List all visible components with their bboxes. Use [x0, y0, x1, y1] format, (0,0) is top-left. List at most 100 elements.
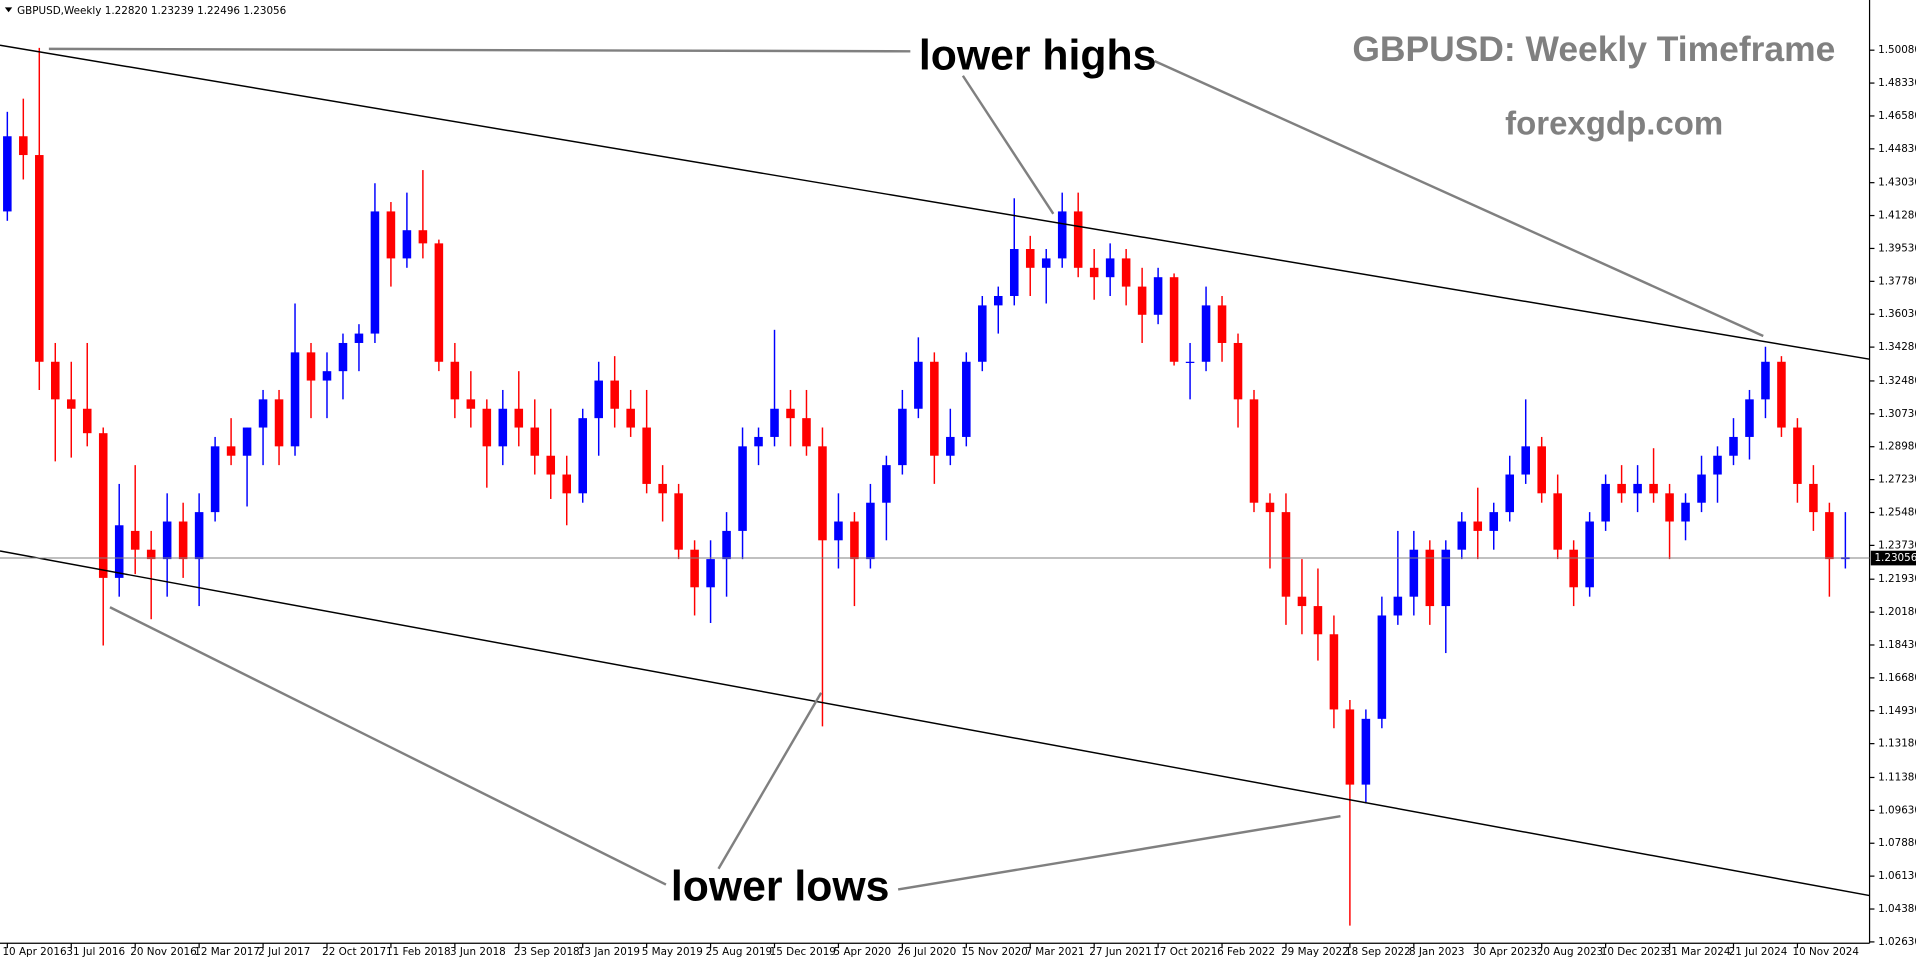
candles: [3, 47, 1850, 926]
y-tick-label: 1.27230: [1878, 474, 1916, 486]
pointer-lines: [48, 47, 1764, 891]
candle-body: [930, 361, 939, 456]
candle-body: [514, 408, 524, 428]
x-tick-label: 27 Jun 2021: [1089, 946, 1151, 958]
y-tick-label: 1.02630: [1878, 936, 1916, 948]
x-tick-label: 30 Apr 2023: [1473, 946, 1537, 958]
candle-body: [1441, 549, 1451, 607]
candle-body: [1601, 483, 1610, 522]
y-tick-label: 1.16680: [1878, 672, 1916, 684]
candle-body: [1585, 521, 1594, 588]
candle-body: [1137, 286, 1147, 315]
candle-body: [786, 408, 795, 419]
candle-body: [82, 408, 92, 434]
candle-body: [1153, 277, 1163, 315]
x-tick-label: 10 Apr 2016: [2, 946, 66, 958]
candle-body: [322, 371, 332, 381]
candle-body: [850, 521, 859, 560]
candle-body: [530, 427, 540, 456]
current-price-box: [1870, 550, 1916, 566]
candle-body: [690, 549, 699, 588]
candle-body: [658, 483, 667, 494]
pointer-line: [109, 606, 667, 886]
x-tick-label: 5 May 2019: [642, 946, 703, 958]
candle-body: [1041, 258, 1051, 268]
x-tick-label: 10 Dec 2023: [1601, 946, 1667, 958]
candle-body: [1009, 249, 1019, 296]
candle-body: [898, 408, 907, 466]
pointer-line: [961, 75, 1055, 215]
current-price-label: 1.23056: [1874, 552, 1916, 564]
y-tick-label: 1.18430: [1878, 639, 1916, 651]
candle-body: [978, 305, 987, 362]
y-tick-label: 1.36030: [1878, 308, 1916, 320]
candle-body: [754, 436, 763, 447]
candle-body: [1425, 549, 1435, 607]
candle-body: [802, 418, 811, 447]
candle-body: [1265, 502, 1275, 513]
candle-body: [178, 521, 188, 560]
x-tick-label: 22 Oct 2017: [322, 946, 386, 958]
pointer-line: [48, 47, 911, 53]
candle-body: [1185, 361, 1195, 363]
x-tick-label: 31 Jul 2016: [66, 946, 125, 958]
candle-body: [1313, 606, 1323, 635]
candle-body: [1249, 399, 1259, 503]
x-tick-label: 26 Jul 2020: [897, 946, 956, 958]
candle-body: [1281, 512, 1291, 597]
x-tick-label: 31 Mar 2024: [1665, 946, 1731, 958]
candle-body: [962, 361, 971, 437]
candle-body: [242, 427, 252, 456]
pointer-line: [897, 814, 1341, 891]
candle-body: [1073, 211, 1083, 268]
y-tick-label: 1.07880: [1878, 837, 1916, 849]
candle-body: [1713, 455, 1722, 475]
x-tick-label: 2 Jul 2017: [258, 946, 310, 958]
candle-body: [338, 342, 348, 372]
candle-body: [1617, 483, 1626, 494]
chart-title: GBPUSD: Weekly Timeframe: [1352, 29, 1835, 69]
candle-body: [946, 436, 955, 456]
y-tick-label: 1.14930: [1878, 705, 1916, 717]
candle-body: [1297, 596, 1307, 607]
candle-body: [1633, 483, 1642, 494]
candle-body: [1457, 521, 1467, 550]
candle-body: [1521, 446, 1530, 475]
y-tick-label: 1.28980: [1878, 441, 1916, 453]
candle-body: [1057, 211, 1067, 259]
candle-body: [1169, 277, 1179, 362]
candle-body: [1505, 474, 1515, 513]
candle-body: [1201, 305, 1211, 362]
candle-body: [1537, 446, 1546, 494]
x-tick-label: 20 Nov 2016: [130, 946, 196, 958]
candle-body: [914, 361, 923, 409]
x-tick-label: 3 Jun 2018: [450, 946, 506, 958]
candle-body: [210, 446, 220, 513]
y-tick-label: 1.37780: [1878, 275, 1916, 287]
candle-body: [1025, 249, 1035, 268]
candle-body: [1665, 493, 1674, 522]
x-tick-label: 15 Nov 2020: [961, 946, 1027, 958]
candle-body: [51, 361, 60, 400]
annotation: lower highs: [919, 32, 1157, 80]
candle-body: [1825, 512, 1834, 560]
candle-body: [546, 455, 556, 475]
candle-body: [1649, 483, 1658, 494]
y-tick-label: 1.04380: [1878, 903, 1916, 915]
candle-body: [1761, 361, 1770, 400]
y-tick-label: 1.32480: [1878, 375, 1916, 387]
candle-body: [770, 408, 779, 437]
y-tick-label: 1.11380: [1878, 771, 1916, 783]
candle-body: [1393, 596, 1403, 616]
y-tick-label: 1.25480: [1878, 506, 1916, 518]
y-tick-label: 1.30730: [1878, 408, 1916, 420]
y-tick-label: 1.39530: [1878, 242, 1916, 254]
candle-body: [418, 230, 428, 244]
y-tick-label: 1.21930: [1878, 573, 1916, 585]
candle-body: [35, 155, 44, 362]
y-tick-label: 1.09630: [1878, 804, 1916, 816]
candle-body: [114, 525, 124, 578]
candle-body: [1809, 483, 1818, 513]
candle-body: [402, 230, 412, 259]
